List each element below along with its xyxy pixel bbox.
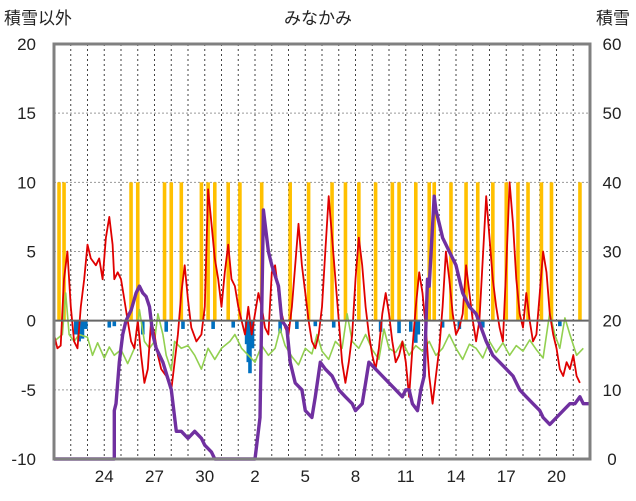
- plot-frame: [52, 42, 592, 461]
- left-tick-label: -5: [21, 381, 36, 400]
- orange-bar: [129, 182, 133, 321]
- x-tick-label: 2: [250, 467, 259, 486]
- orange-bar: [491, 182, 495, 321]
- left-axis-label: 積雪以外: [4, 9, 72, 28]
- orange-bar: [397, 182, 401, 321]
- blue-bar: [181, 320, 185, 329]
- orange-bar: [539, 182, 544, 321]
- orange-bar: [414, 182, 418, 321]
- orange-bar: [199, 182, 204, 321]
- blue-bar: [440, 320, 445, 328]
- right-tick-label: 40: [603, 173, 622, 192]
- blue-bar: [397, 320, 401, 334]
- x-tick-label: 20: [547, 467, 566, 486]
- frame-layer: [52, 42, 592, 461]
- blue-bar: [414, 320, 418, 343]
- left-tick-label: 5: [27, 243, 36, 262]
- x-tick-label: 8: [351, 467, 360, 486]
- x-tick-label: 30: [195, 467, 214, 486]
- x-tick-label: 17: [497, 467, 516, 486]
- orange-bar: [169, 182, 174, 321]
- orange-bar: [238, 182, 242, 321]
- orange-bar: [57, 182, 61, 321]
- blue-bar: [416, 320, 421, 335]
- orange-bar: [179, 182, 184, 321]
- x-tick-label: 24: [95, 467, 114, 486]
- orange-bar: [427, 182, 431, 321]
- x-tick-label: 27: [145, 467, 164, 486]
- right-tick-label: 0: [607, 450, 616, 469]
- orange-bar: [390, 182, 395, 321]
- blue-bar: [558, 320, 562, 327]
- orange-bar: [373, 182, 378, 321]
- right-tick-label: 60: [603, 35, 622, 54]
- blue-bar: [80, 320, 85, 339]
- blue-bar: [112, 320, 117, 327]
- orange-bar: [330, 182, 334, 321]
- orange-bar: [162, 182, 167, 321]
- blue-bar: [295, 320, 299, 329]
- orange-bar: [306, 182, 311, 321]
- blue-bar: [481, 320, 485, 328]
- left-tick-label: 10: [17, 173, 36, 192]
- blue-bar: [107, 320, 112, 328]
- blue-bar: [248, 320, 252, 374]
- purple-series-line: [54, 194, 590, 461]
- x-tick-label: 14: [447, 467, 466, 486]
- orange-bar: [549, 182, 554, 321]
- blue-bar: [331, 320, 336, 328]
- orange-bar: [475, 182, 480, 321]
- blue-bar: [313, 320, 318, 327]
- blue-bar: [84, 320, 88, 329]
- orange-bar: [432, 182, 437, 321]
- x-tick-label: 11: [397, 467, 415, 486]
- orange-bar: [206, 182, 210, 321]
- blue-bar: [408, 320, 413, 332]
- orange-bar: [526, 182, 530, 321]
- right-tick-label: 50: [603, 104, 622, 123]
- orange-bar: [516, 182, 520, 321]
- blue-bar: [278, 320, 282, 334]
- right-axis-label: 積雪: [596, 9, 630, 28]
- orange-bar: [135, 182, 140, 321]
- left-tick-label: -10: [11, 450, 36, 469]
- left-tick-label: 20: [17, 35, 36, 54]
- right-tick-label: 10: [603, 381, 622, 400]
- left-tick-label: 15: [17, 104, 36, 123]
- orange-bar: [578, 182, 582, 321]
- orange-bar: [343, 182, 348, 321]
- orange-bar: [357, 182, 361, 321]
- blue-bar: [231, 320, 236, 328]
- right-tick-label: 20: [603, 312, 622, 331]
- blue-bar: [211, 320, 215, 329]
- orange-bar: [464, 182, 468, 321]
- right-tick-label: 30: [603, 243, 622, 262]
- orange-bar: [288, 182, 292, 321]
- orange-bar: [62, 182, 66, 321]
- left-tick-label: 0: [27, 312, 36, 331]
- blue-bar: [164, 320, 169, 332]
- blue-bar: [73, 320, 78, 335]
- x-tick-label: 5: [301, 467, 310, 486]
- chart-title: みなかみ: [284, 9, 352, 28]
